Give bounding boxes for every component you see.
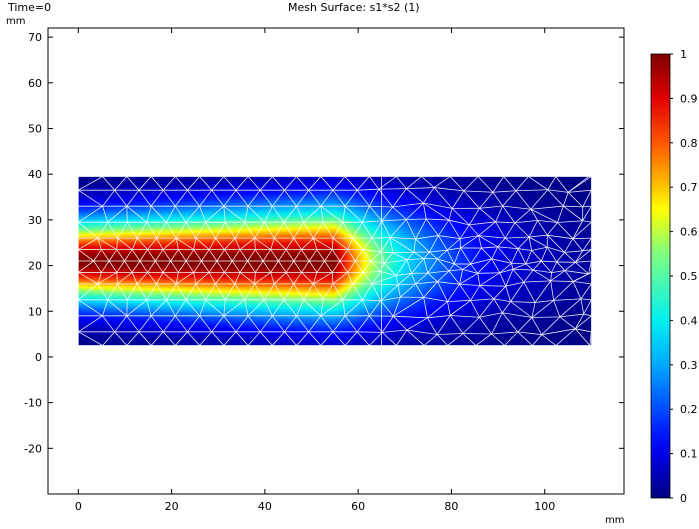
colorbar-scale	[651, 54, 670, 498]
colorbar-tick-label: 0.9	[680, 92, 698, 105]
y-tick-label: 40	[28, 168, 42, 181]
x-axis-label: mm	[605, 515, 624, 526]
y-tick-label: 0	[35, 351, 42, 364]
y-tick-label: -10	[24, 397, 42, 410]
y-tick-label: 60	[28, 77, 42, 90]
y-tick-label: 50	[28, 123, 42, 136]
x-tick-label: 0	[75, 500, 82, 513]
y-tick-label: 30	[28, 214, 42, 227]
x-tick-label: 20	[165, 500, 179, 513]
colorbar-tick-label: 1	[680, 48, 687, 61]
x-tick-label: 60	[351, 500, 365, 513]
x-tick-label: 100	[534, 500, 555, 513]
colorbar-tick-label: 0.1	[680, 448, 698, 461]
y-axis-label: mm	[6, 16, 25, 27]
colorbar-tick-label: 0.4	[680, 314, 698, 327]
colorbar: 0 0.1 0.2 0.3 0.4 0.5 0.6 0.7 0.8 0.9 1	[651, 48, 698, 505]
y-tick-label: 10	[28, 305, 42, 318]
colorbar-tick-label: 0	[680, 492, 687, 505]
colorbar-tick-label: 0.8	[680, 137, 698, 150]
colorbar-tick-label: 0.7	[680, 181, 698, 194]
y-tick-label: 20	[28, 260, 42, 273]
x-tick-label: 80	[444, 500, 458, 513]
colorbar-tick-label: 0.6	[680, 226, 698, 239]
colorbar-tick-label: 0.5	[680, 270, 698, 283]
y-tick-label: -20	[24, 442, 42, 455]
y-tick-label: 70	[28, 31, 42, 44]
x-tick-label: 40	[258, 500, 272, 513]
colorbar-tick-label: 0.3	[680, 359, 698, 372]
colorbar-tick-label: 0.2	[680, 403, 698, 416]
